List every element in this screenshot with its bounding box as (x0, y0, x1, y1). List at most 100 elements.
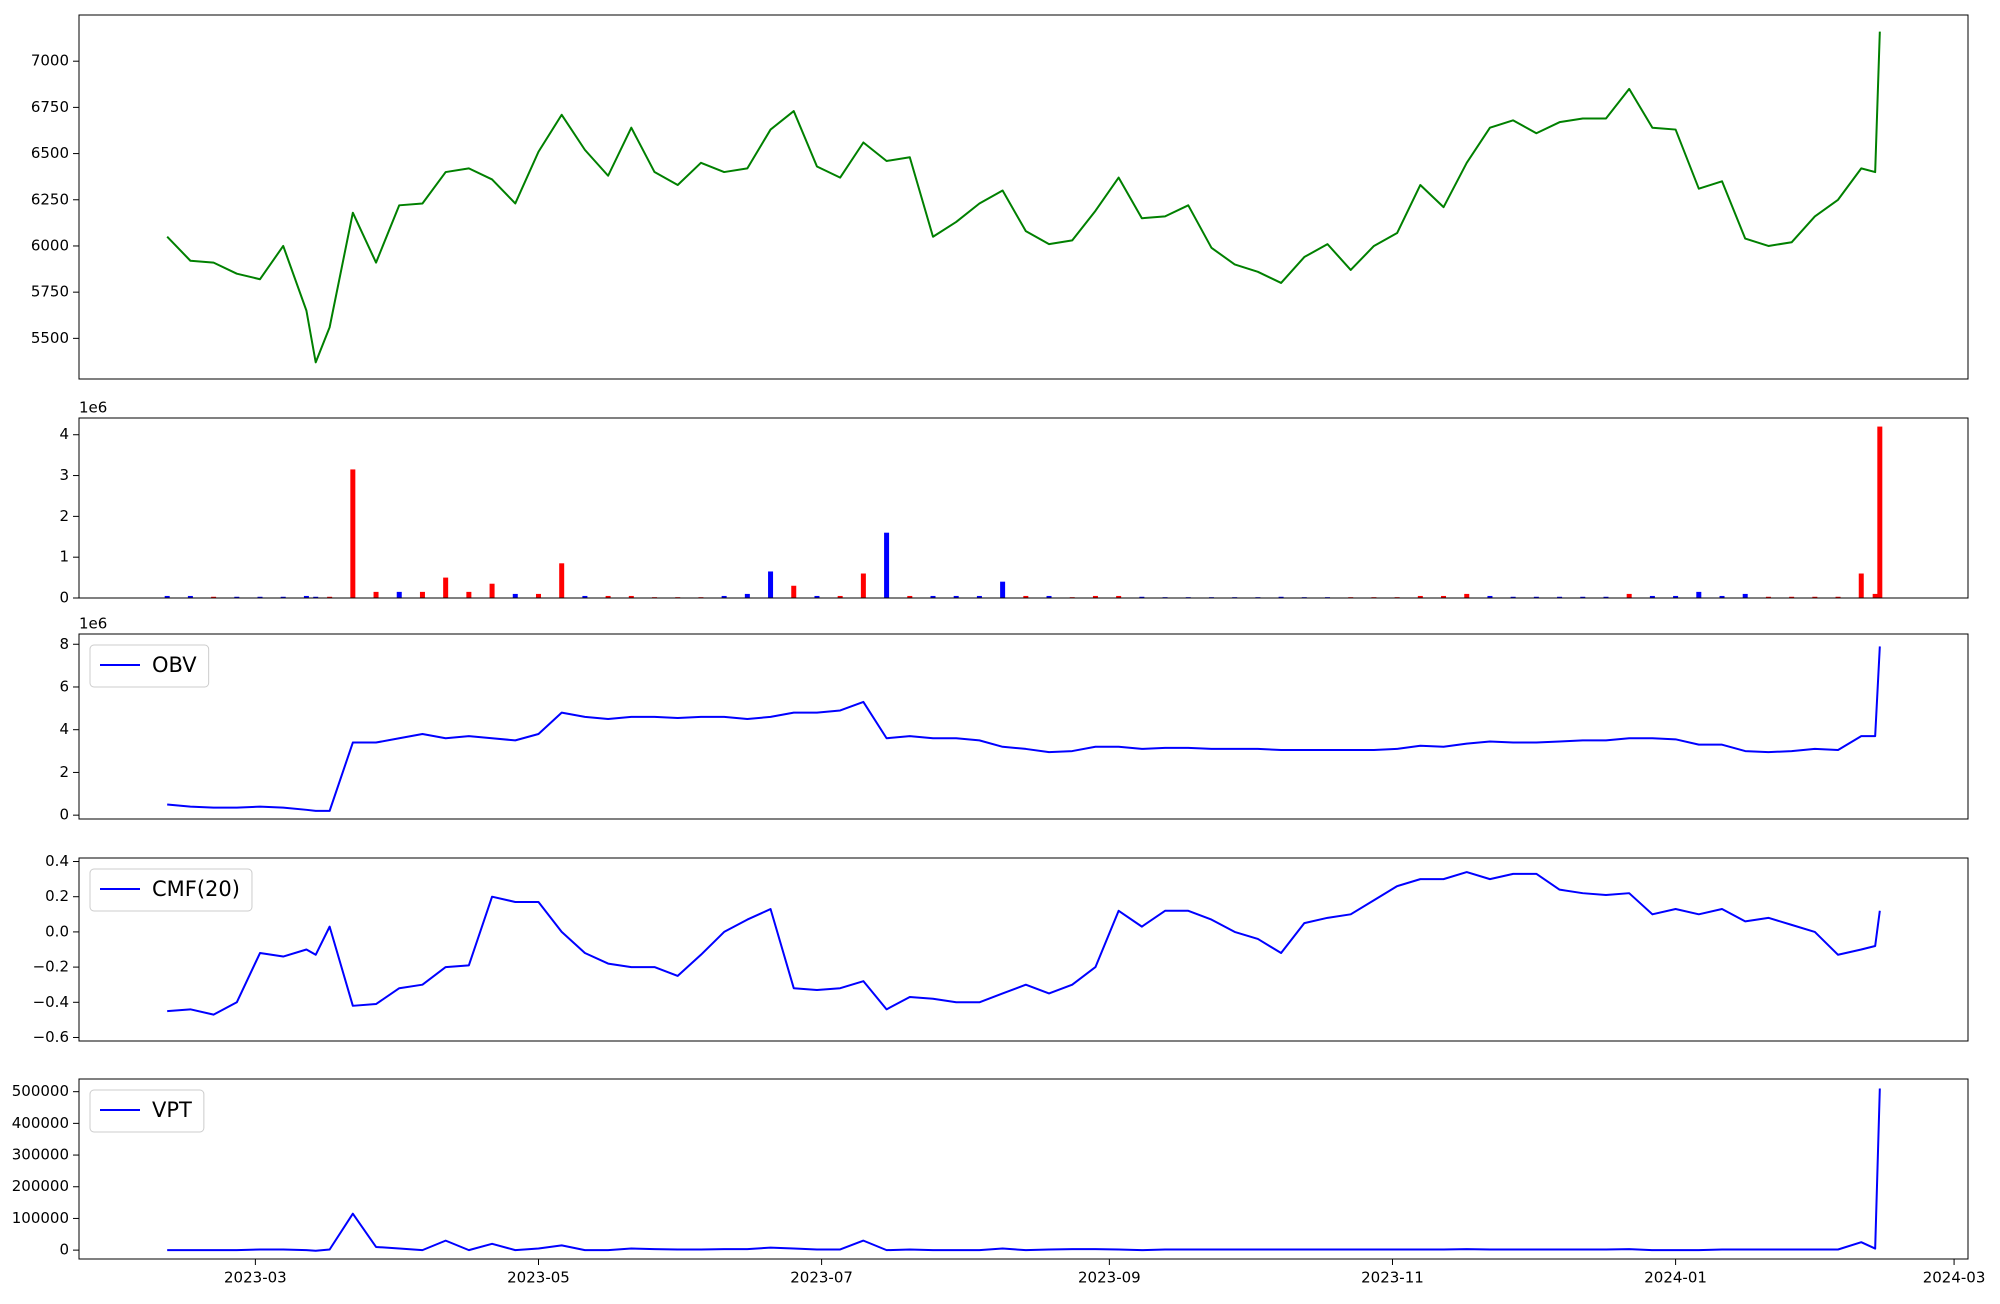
bar (1023, 595, 1029, 598)
y-tick-label: 100000 (12, 1209, 69, 1227)
line (167, 871, 1881, 1016)
bar (1533, 596, 1539, 598)
line (166, 31, 1881, 364)
y-tick-label: 6250 (31, 190, 69, 208)
y-tick-label: 4 (59, 425, 69, 443)
bar (303, 595, 309, 598)
bar (1877, 426, 1883, 598)
x-tick-label: 2024-01 (1644, 1269, 1707, 1287)
x-tick-label: 2023-03 (224, 1269, 287, 1287)
line (167, 1088, 1881, 1252)
bar (976, 595, 982, 598)
y-tick-label: −0.2 (33, 958, 69, 976)
bar (257, 596, 263, 598)
bar (1872, 593, 1878, 598)
y-tick-label: 5500 (31, 329, 69, 347)
y-tick-label: 200000 (12, 1177, 69, 1195)
bar (1696, 591, 1702, 598)
line (167, 646, 1881, 812)
bar (234, 596, 240, 598)
bar (884, 532, 890, 598)
y-tick-label: 0.0 (45, 922, 69, 940)
y-tick-label: 300000 (12, 1146, 69, 1164)
bar (1092, 595, 1098, 598)
y-tick-label: 0.4 (45, 852, 69, 870)
bar (164, 595, 170, 598)
bar (1835, 596, 1841, 598)
y-tick-label: 500000 (12, 1082, 69, 1100)
plot-frame (78, 417, 1969, 599)
bar (1417, 595, 1423, 598)
bar (1580, 596, 1586, 598)
bar (489, 583, 495, 598)
y-tick-label: 6 (59, 677, 69, 695)
y-tick-label: 0 (59, 589, 69, 607)
bar (1789, 596, 1795, 598)
bar (1441, 595, 1447, 598)
legend-label: CMF(20) (152, 877, 240, 901)
bar (907, 595, 913, 598)
bar (1139, 596, 1145, 598)
bar (466, 591, 472, 598)
bar (628, 595, 634, 598)
offset-label: 1e6 (79, 615, 107, 633)
y-tick-label: 2 (59, 763, 69, 781)
bar (535, 593, 541, 598)
bar (1510, 596, 1516, 598)
bar (1046, 595, 1052, 598)
y-tick-label: 2 (59, 507, 69, 525)
bar (791, 585, 797, 598)
bar (373, 591, 379, 598)
x-tick-label: 2023-07 (790, 1269, 853, 1287)
bar (1000, 581, 1006, 598)
bar (443, 577, 449, 598)
x-tick-label: 2023-11 (1361, 1269, 1424, 1287)
legend-frame (89, 644, 210, 688)
bar (559, 563, 565, 598)
bar (350, 469, 356, 598)
y-tick-label: 7000 (31, 52, 69, 70)
plot-frame (78, 1078, 1969, 1260)
bar (860, 573, 866, 598)
plot-frame (78, 14, 1969, 380)
bar (1487, 595, 1493, 598)
x-tick-label: 2023-09 (1078, 1269, 1141, 1287)
y-tick-label: 8 (59, 635, 69, 653)
y-tick-label: 0.2 (45, 887, 69, 905)
bar (396, 591, 402, 598)
y-tick-label: 0 (59, 1241, 69, 1259)
bar (605, 595, 611, 598)
x-tick-label: 2023-05 (507, 1269, 570, 1287)
bar (953, 595, 959, 598)
bar (1116, 595, 1122, 598)
y-tick-label: 4 (59, 720, 69, 738)
bar (1673, 595, 1679, 598)
bar (419, 591, 425, 598)
legend-frame (89, 1089, 205, 1133)
bar (1464, 593, 1470, 598)
bar (1719, 595, 1725, 598)
legend-frame (89, 868, 253, 912)
bar (1557, 596, 1563, 598)
bar (1858, 573, 1864, 598)
bar (768, 571, 774, 598)
bar (1278, 596, 1284, 598)
y-tick-label: −0.6 (33, 1028, 69, 1046)
bar (1765, 596, 1771, 598)
bar (327, 596, 333, 598)
bar (837, 595, 843, 598)
offset-label: 1e6 (79, 399, 107, 417)
y-tick-label: 400000 (12, 1114, 69, 1132)
bar (1603, 596, 1609, 598)
bar (814, 595, 820, 598)
bar (313, 596, 319, 598)
bar (744, 593, 750, 598)
y-tick-label: 5750 (31, 283, 69, 301)
bar (187, 595, 193, 598)
y-tick-label: 6750 (31, 98, 69, 116)
bar (1742, 593, 1748, 598)
bar (1649, 595, 1655, 598)
bar (211, 596, 217, 598)
y-tick-label: 6500 (31, 144, 69, 162)
